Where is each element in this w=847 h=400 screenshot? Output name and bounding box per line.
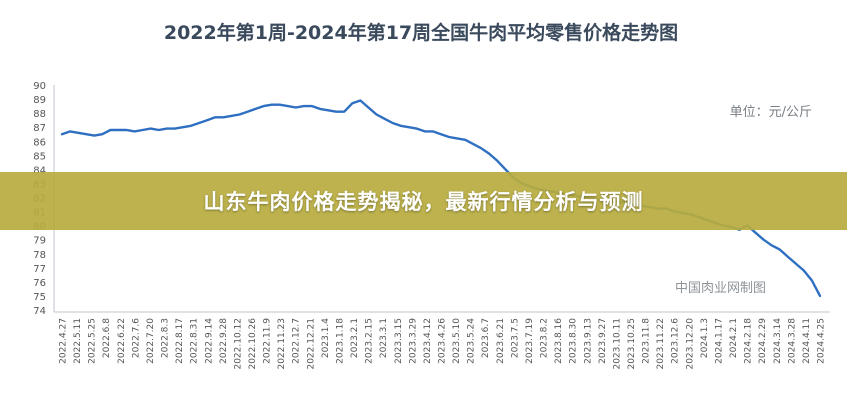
x-tick-label: 2022.11.23	[277, 318, 287, 370]
x-tick-label: 2022.12.7	[292, 318, 302, 364]
x-tick-label: 2024.1.17	[714, 318, 724, 364]
y-tick-label: 86	[33, 137, 46, 148]
y-tick-label: 84	[33, 165, 46, 176]
y-tick-label: 75	[33, 292, 46, 303]
x-tick-label: 2023.3.29	[408, 318, 418, 364]
x-tick-label: 2023.5.10	[452, 318, 462, 364]
chart-title: 2022年第1周-2024年第17周全国牛肉平均零售价格走势图	[164, 21, 678, 44]
y-tick-label: 79	[33, 236, 46, 247]
x-tick-label: 2022.8.17	[175, 318, 185, 364]
x-tick-labels: 2022.4.27 2022.5.11 2022.5.25 2022.6.8 2022.…	[59, 318, 827, 370]
y-tick-label: 87	[33, 123, 46, 134]
y-tick-label: 88	[33, 109, 46, 120]
y-tick-label: 76	[33, 278, 46, 289]
x-tick-label: 2023.9.13	[583, 318, 593, 364]
x-tick-label: 2024.3.28	[787, 318, 797, 364]
y-tick-label: 89	[33, 95, 46, 106]
x-tick-label: 2024.3.14	[773, 318, 783, 364]
x-tick-label: 2023.2.1	[350, 318, 360, 358]
x-tick-label: 2024.2.1	[729, 318, 739, 358]
x-tick-label: 2023.3.1	[379, 318, 389, 358]
y-tick-label: 78	[33, 250, 46, 261]
x-tick-label: 2024.4.11	[802, 318, 812, 364]
x-tick-label: 2022.9.14	[204, 318, 214, 364]
x-tick-label: 2022.10.12	[233, 318, 243, 370]
x-tick-label: 2022.11.9	[263, 318, 273, 364]
x-tick-label: 2024.1.3	[700, 318, 710, 358]
x-tick-label: 2022.10.26	[248, 318, 258, 370]
x-tick-label: 2022.6.22	[117, 318, 127, 364]
y-tick-label: 85	[33, 151, 46, 162]
x-tick-label: 2023.1.18	[335, 318, 345, 364]
x-tick-label: 2022.4.27	[59, 318, 69, 364]
x-tick-label: 2023.2.15	[365, 318, 375, 364]
x-tick-label: 2022.7.20	[146, 318, 156, 364]
x-tick-label: 2023.8.30	[569, 318, 579, 364]
x-tick-label: 2022.5.11	[73, 318, 83, 364]
x-tick-label: 2023.5.24	[467, 318, 477, 364]
x-tick-label: 2023.7.5	[510, 318, 520, 358]
x-tick-label: 2023.4.12	[423, 318, 433, 364]
x-tick-label: 2023.12.20	[685, 318, 695, 370]
x-tick-label: 2023.1.4	[321, 318, 331, 358]
x-tick-label: 2022.5.25	[88, 318, 98, 364]
x-tick-label: 2024.2.29	[758, 318, 768, 364]
x-tick-label: 2024.2.18	[744, 318, 754, 364]
overlay-banner: 山东牛肉价格走势揭秘，最新行情分析与预测	[0, 172, 847, 230]
x-tick-label: 2023.3.15	[394, 318, 404, 364]
x-tick-label: 2022.12.21	[306, 318, 316, 370]
x-tick-label: 2023.12.6	[671, 318, 681, 364]
x-tick-label: 2023.4.26	[438, 318, 448, 364]
x-tick-label: 2023.6.21	[496, 318, 506, 364]
x-tick-label: 2022.6.8	[102, 318, 112, 358]
x-tick-label: 2023.11.22	[656, 318, 666, 370]
watermark-label: 中国肉业网制图	[675, 281, 766, 296]
y-tick-label: 74	[33, 306, 46, 317]
x-tick-label: 2023.11.8	[642, 318, 652, 364]
x-tick-label: 2022.8.3	[161, 318, 171, 358]
x-tick-label: 2022.8.31	[190, 318, 200, 364]
x-tick-label: 2023.10.11	[612, 318, 622, 370]
x-tick-label: 2022.7.6	[131, 318, 141, 358]
x-tick-label: 2023.6.7	[481, 318, 491, 358]
x-tick-label: 2023.8.16	[554, 318, 564, 364]
y-tick-label: 90	[33, 81, 46, 92]
unit-label: 单位：元/公斤	[730, 105, 812, 120]
x-tick-label: 2023.10.25	[627, 318, 637, 370]
x-tick-label: 2023.7.19	[525, 318, 535, 364]
overlay-title: 山东牛肉价格走势揭秘，最新行情分析与预测	[203, 190, 644, 214]
y-tick-label: 77	[33, 264, 46, 275]
x-tick-label: 2022.9.28	[219, 318, 229, 364]
x-tick-label: 2023.9.27	[598, 318, 608, 364]
x-tick-label: 2023.8.2	[540, 318, 550, 358]
x-tick-label: 2024.4.25	[817, 318, 827, 364]
